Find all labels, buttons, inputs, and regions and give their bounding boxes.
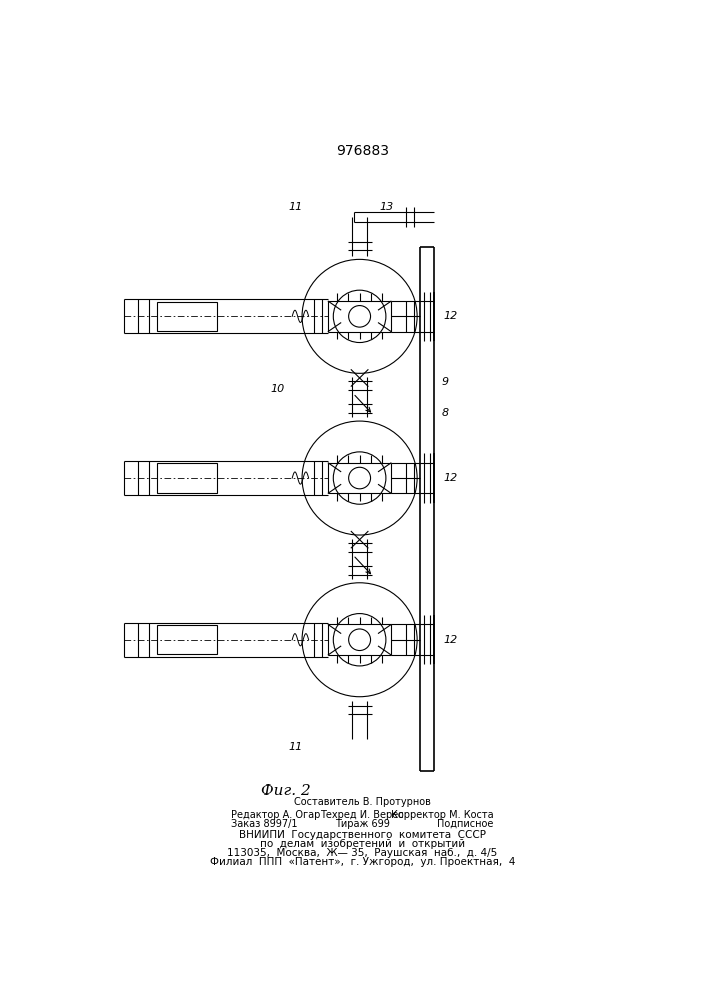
Text: 9: 9: [442, 377, 449, 387]
Text: 8: 8: [442, 408, 449, 418]
Text: Корректор М. Коста: Корректор М. Коста: [391, 810, 494, 820]
Text: 12: 12: [443, 311, 457, 321]
Text: 12: 12: [443, 473, 457, 483]
Text: Составитель В. Протурнов: Составитель В. Протурнов: [294, 797, 431, 807]
Text: Тираж 699: Тираж 699: [335, 819, 390, 829]
Text: 10: 10: [270, 384, 284, 394]
Text: 976883: 976883: [336, 144, 389, 158]
Bar: [157, 625, 217, 654]
Bar: [157, 463, 217, 493]
Text: Фиг. 2: Фиг. 2: [261, 784, 310, 798]
Text: Техред И. Верес: Техред И. Верес: [320, 810, 404, 820]
Text: Редактор А. Огар: Редактор А. Огар: [231, 810, 320, 820]
Text: 11: 11: [288, 202, 303, 212]
Text: ВНИИПИ  Государственного  комитета  СССР: ВНИИПИ Государственного комитета СССР: [239, 830, 486, 840]
Text: 11: 11: [288, 742, 303, 752]
Text: Филиал  ППП  «Патент»,  г. Ужгород,  ул. Проектная,  4: Филиал ППП «Патент», г. Ужгород, ул. Про…: [210, 857, 515, 867]
Text: Подписное: Подписное: [438, 819, 494, 829]
Bar: [157, 302, 217, 331]
Text: по  делам  изобретений  и  открытий: по делам изобретений и открытий: [259, 839, 465, 849]
Text: 12: 12: [443, 635, 457, 645]
Text: 13: 13: [380, 202, 394, 212]
Text: 113035,  Москва,  Ж— 35,  Раушская  наб.,  д. 4/5: 113035, Москва, Ж— 35, Раушская наб., д.…: [227, 848, 498, 858]
Text: Заказ 8997/1: Заказ 8997/1: [231, 819, 298, 829]
